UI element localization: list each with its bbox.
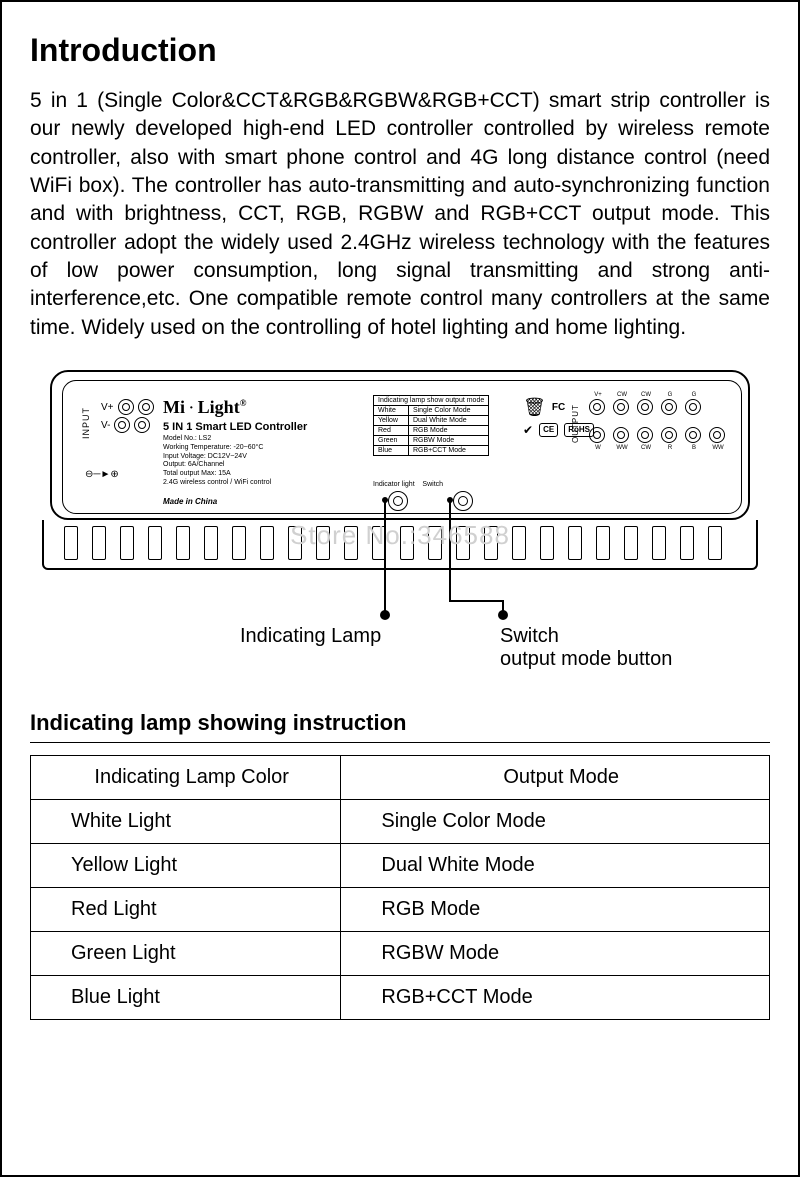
output-label: OUTPUT [571,404,580,443]
table-cell: RGB Mode [341,888,770,932]
device-slot [176,526,190,560]
device-slot [120,526,134,560]
device-slot [232,526,246,560]
input-terminals: V+ V- [101,399,154,435]
switch-button-icon [453,491,473,511]
ce-icon: CE [539,423,558,437]
table-header: Indicating Lamp Color [31,756,341,800]
mini-cell: RGB Mode [408,426,488,436]
callout-switch: Switch output mode button [500,625,672,671]
table-row: Red LightRGB Mode [31,888,770,932]
output-terminal-icon: B [685,427,701,443]
input-label: INPUT [81,407,91,439]
brand-logo: Mi·Light® [163,397,246,418]
mini-cell: Yellow [374,416,409,426]
mini-cell: Blue [374,446,409,456]
table-cell: RGBW Mode [341,932,770,976]
mini-mode-table: Indicating lamp show output mode WhiteSi… [373,395,489,456]
mini-cell: White [374,406,409,416]
spec-line: Total output Max: 15A [163,470,271,479]
callout-dot [380,610,390,620]
device-slot [540,526,554,560]
callout-line [384,500,386,612]
intro-paragraph: 5 in 1 (Single Color&CCT&RGB&RGBW&RGB+CC… [30,87,770,342]
device-slot [148,526,162,560]
device-slot [92,526,106,560]
output-terminal-icon: CW [637,427,653,443]
device-slot [568,526,582,560]
callout-dot [498,610,508,620]
mini-cell: Single Color Mode [408,406,488,416]
callout-indicating-lamp: Indicating Lamp [240,625,381,648]
device-base [42,520,758,570]
spec-line: 2.4G wireless control / WiFi control [163,479,271,488]
check-icon: ✔ [523,423,533,437]
device-slot [680,526,694,560]
mini-cell: Dual White Mode [408,416,488,426]
device-slot [428,526,442,560]
table-row: Blue LightRGB+CCT Mode [31,976,770,1020]
table-row: Yellow LightDual White Mode [31,844,770,888]
callout-line [449,500,451,600]
table-cell: Dual White Mode [341,844,770,888]
table-cell: Yellow Light [31,844,341,888]
spec-line: Working Temperature: -20~60°C [163,444,271,453]
device-button-labels: Indicator light Switch [373,481,443,488]
lamp-instruction-table: Indicating Lamp Color Output Mode White … [30,755,770,1020]
output-terminal-icon: R [661,427,677,443]
table-row: Green LightRGBW Mode [31,932,770,976]
table-cell: Green Light [31,932,341,976]
table-cell: Blue Light [31,976,341,1020]
table-header: Output Mode [341,756,770,800]
output-terminals: V+CWCWGGWWWCWRBWW [589,399,725,455]
made-in-label: Made in China [163,497,217,506]
table-cell: RGB+CCT Mode [341,976,770,1020]
callout-line [449,600,504,602]
device-slot [484,526,498,560]
power-symbol-icon: ⊖─►⊕ [85,469,119,480]
spec-lines: Model No.: LS2Working Temperature: -20~6… [163,435,271,488]
output-terminal-icon: V+ [589,399,605,415]
output-terminal-icon: W [589,427,605,443]
device-slot [596,526,610,560]
lamp-table-title: Indicating lamp showing instruction [30,710,770,743]
mini-cell: RGBW Mode [408,436,488,446]
table-row: White LightSingle Color Mode [31,800,770,844]
device-slot [316,526,330,560]
device-slot [400,526,414,560]
output-terminal-icon: WW [613,427,629,443]
output-terminal-icon: G [661,399,677,415]
device-slot [456,526,470,560]
mini-cell: Green [374,436,409,446]
weee-icon: 🗑 [523,397,546,419]
cert-icons: 🗑 FC ✔ CE RoHS [523,397,594,441]
intro-title: Introduction [30,32,770,69]
mini-cell: Red [374,426,409,436]
device-diagram: INPUT ⊖─►⊕ V+ V- Mi·Light® 5 IN 1 Smart … [30,370,770,690]
product-title: 5 IN 1 Smart LED Controller [163,421,307,433]
mini-cell: RGB+CCT Mode [408,446,488,456]
indicator-light-icon [388,491,408,511]
fcc-icon: FC [552,402,565,414]
device-slot [344,526,358,560]
device-slot [624,526,638,560]
device-slot [708,526,722,560]
output-terminal-icon: CW [637,399,653,415]
table-cell: Red Light [31,888,341,932]
output-terminal-icon: CW [613,399,629,415]
table-cell: White Light [31,800,341,844]
device-slot [288,526,302,560]
device-slot [260,526,274,560]
device-slot [652,526,666,560]
output-terminal-icon: G [685,399,701,415]
device-slot [204,526,218,560]
output-terminal-icon: WW [709,427,725,443]
device-slot [64,526,78,560]
spec-line: Input Voltage: DC12V~24V [163,453,271,462]
table-cell: Single Color Mode [341,800,770,844]
spec-line: Model No.: LS2 [163,435,271,444]
device-slot [512,526,526,560]
spec-line: Output: 6A/Channel [163,461,271,470]
